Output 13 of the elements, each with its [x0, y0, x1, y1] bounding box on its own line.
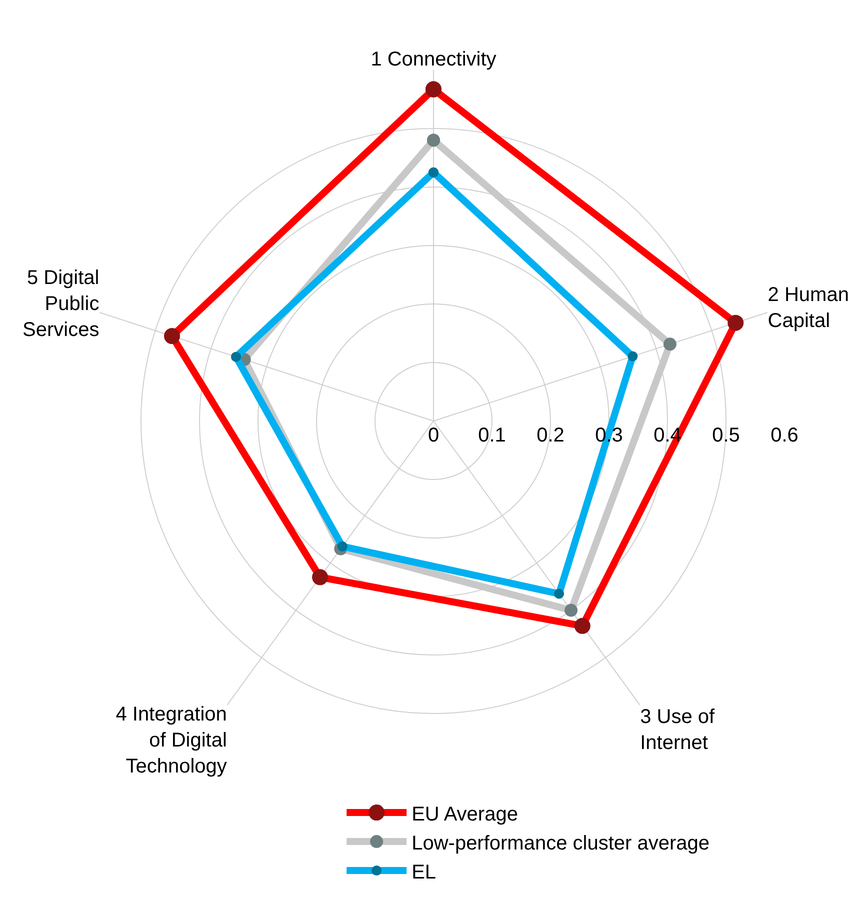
y-tick-label: 0.1	[478, 424, 506, 446]
spoke-label: 1 Connectivity	[370, 48, 496, 70]
spoke-label: 3 Use of Internet	[640, 706, 716, 754]
y-tick-label: 0.2	[536, 424, 564, 446]
spoke-label: 4 Integration of Digital Technology	[116, 704, 227, 778]
y-tick-label: 0.5	[712, 424, 740, 446]
legend-label: Low-performance cluster average	[412, 832, 710, 854]
y-tick-label: 0.6	[770, 424, 798, 446]
spoke-label: 5 Digital Public Services	[22, 266, 100, 341]
legend-label: EL	[412, 861, 436, 884]
spoke-label: 2 Human Capital	[768, 284, 849, 332]
y-tick-label: 0	[428, 424, 440, 446]
legend-label: EU Average	[412, 803, 518, 826]
